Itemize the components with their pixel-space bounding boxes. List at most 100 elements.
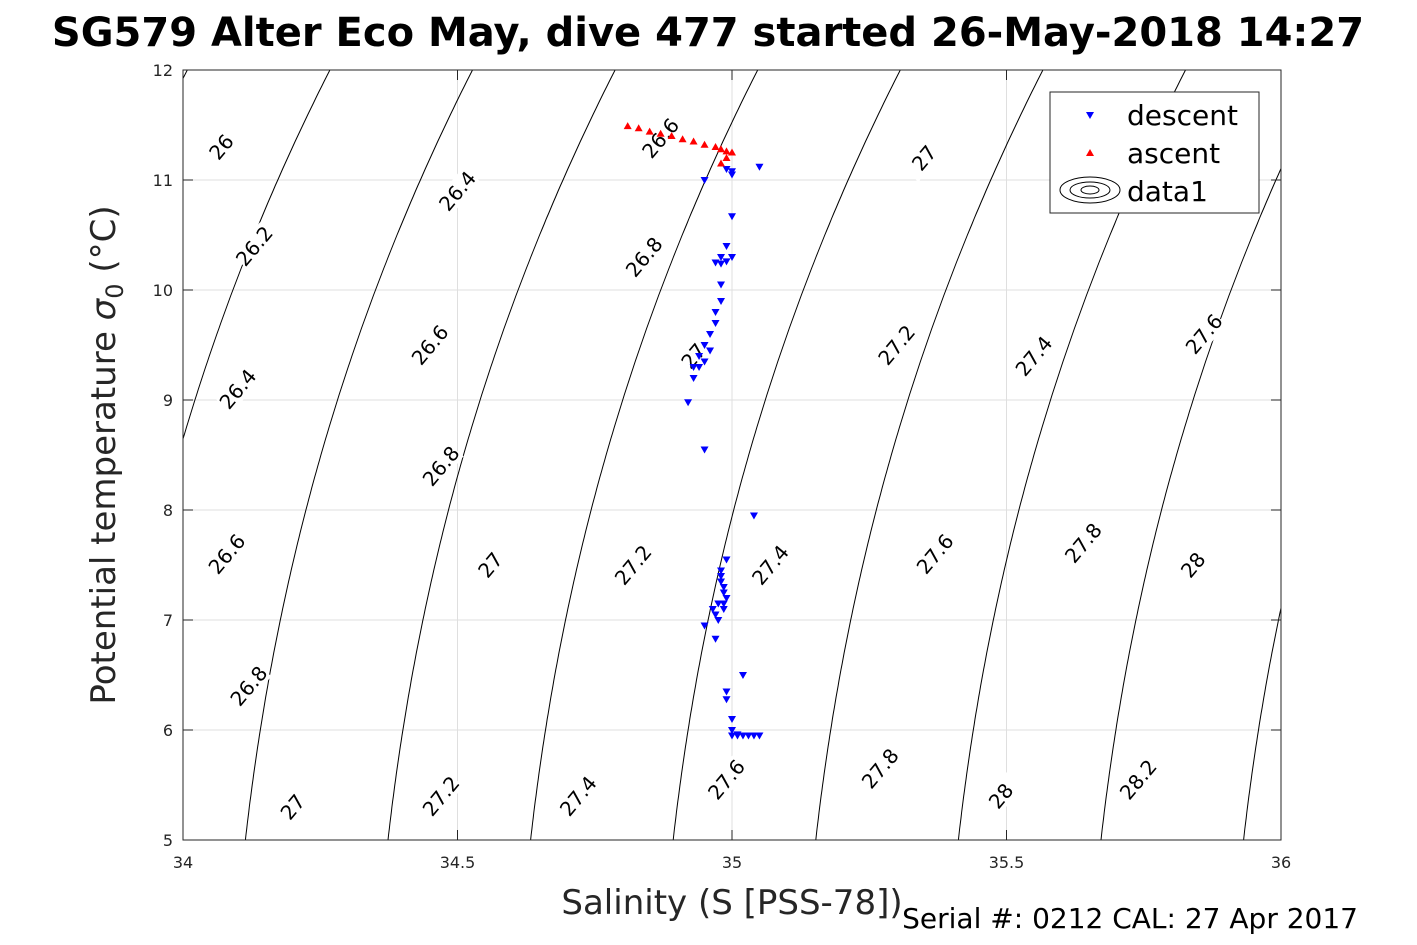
descent-point <box>738 672 747 679</box>
descent-point <box>719 606 728 613</box>
isopycnal-line <box>1100 167 1281 840</box>
y-axis-ticks: 5 6 7 8 9 10 11 12 <box>153 61 1281 850</box>
descent-point <box>695 353 704 360</box>
contour-label-bg <box>555 772 601 820</box>
descent-point <box>722 166 731 173</box>
descent-point <box>695 364 704 371</box>
descent-point <box>714 617 723 624</box>
descent-point <box>728 727 736 734</box>
descent-point <box>711 309 720 316</box>
contour-label-bg <box>1170 541 1216 589</box>
ascent-point <box>656 129 665 137</box>
descent-point <box>684 399 693 407</box>
y-tick-label: 10 <box>153 281 173 300</box>
ascent-point <box>722 147 731 155</box>
ascent-point <box>717 145 726 153</box>
descent-point <box>719 589 728 597</box>
ascent-point <box>711 143 720 150</box>
contour-label-bg <box>1181 310 1227 358</box>
descent-point <box>717 567 726 575</box>
ascent-point <box>623 122 632 130</box>
y-tick-label: 6 <box>163 721 173 740</box>
y-tick-label: 8 <box>163 501 173 520</box>
descent-point <box>708 606 717 613</box>
descent-point <box>755 732 764 740</box>
contour-label-bg <box>215 365 261 413</box>
descent-point <box>738 732 747 740</box>
descent-series <box>684 163 764 740</box>
contour-label-bg <box>204 530 250 578</box>
descent-point <box>700 358 709 366</box>
contour-label-bg <box>226 662 272 710</box>
legend-data1-label: data1 <box>1127 175 1208 208</box>
isopycnal-line <box>387 70 616 840</box>
x-tick-label: 36 <box>1271 853 1291 872</box>
contour-label-bg <box>1011 332 1057 380</box>
contour-label-bg <box>857 744 903 793</box>
y-tick-label: 5 <box>163 831 173 850</box>
x-axis-ticks: 34 34.5 35 35.5 36 <box>173 70 1291 872</box>
isopycnal-line <box>530 70 759 840</box>
contour-label-bg <box>434 167 481 215</box>
contour-label-bg <box>231 222 277 270</box>
x-tick-label: 35.5 <box>989 853 1025 872</box>
descent-point <box>722 258 731 266</box>
contour-label-bg <box>978 772 1024 820</box>
ascent-point <box>667 132 676 139</box>
legend-box <box>1049 91 1260 214</box>
isopycnal-line <box>183 70 188 80</box>
ascent-point <box>689 137 698 145</box>
isopycnal-line <box>244 70 473 840</box>
x-axis-label: Salinity (S [PSS-78]) <box>561 883 902 923</box>
descent-point <box>717 281 726 289</box>
descent-point <box>717 573 726 580</box>
descent-point <box>689 375 698 382</box>
y-axis-label: Potential temperature σ0 (°C) <box>84 205 129 704</box>
contour-label-bg <box>621 233 667 281</box>
isopycnal-line <box>183 70 331 441</box>
descent-point <box>749 732 758 740</box>
descent-point <box>728 716 736 723</box>
contour-label-bg <box>703 755 750 804</box>
ascent-point <box>717 159 726 167</box>
contour-label-bg <box>747 541 793 589</box>
descent-point <box>722 696 731 704</box>
contour-label-bg <box>1060 519 1106 567</box>
descent-point <box>722 595 731 602</box>
descent-point <box>717 260 726 268</box>
contour-label-bg <box>418 772 464 820</box>
descent-point <box>728 254 736 261</box>
contour-label-bg <box>638 114 684 163</box>
contour-label-bg <box>198 123 244 171</box>
descent-point <box>722 688 731 696</box>
descent-point <box>689 364 698 371</box>
x-tick-label: 35 <box>722 853 742 872</box>
descent-point <box>719 600 728 608</box>
descent-point <box>755 163 764 171</box>
contour-label-bg <box>270 783 316 831</box>
descent-point <box>722 556 731 564</box>
legend-ascent-marker <box>1086 149 1094 156</box>
descent-point <box>733 732 742 740</box>
x-tick-label: 34 <box>173 853 193 872</box>
descent-point <box>700 177 709 184</box>
descent-point <box>711 611 720 619</box>
contour-label-bg <box>1115 755 1161 804</box>
contour-label-bg <box>418 442 464 490</box>
isopycnal-line <box>672 70 901 840</box>
descent-point <box>717 298 726 305</box>
ascent-point <box>634 124 643 132</box>
legend-descent-label: descent <box>1127 99 1238 132</box>
ascent-point <box>645 127 654 135</box>
descent-point <box>706 331 715 338</box>
contour-label-bg <box>610 541 656 589</box>
legend-contour-icon <box>1059 176 1121 204</box>
contour-label-bg <box>874 321 920 369</box>
y-tick-label: 7 <box>163 611 173 630</box>
ascent-point <box>722 154 731 161</box>
legend: descent ascent data1 <box>1049 91 1260 214</box>
descent-point <box>722 243 731 250</box>
contour-label-bg <box>467 541 514 589</box>
descent-point <box>700 622 709 630</box>
